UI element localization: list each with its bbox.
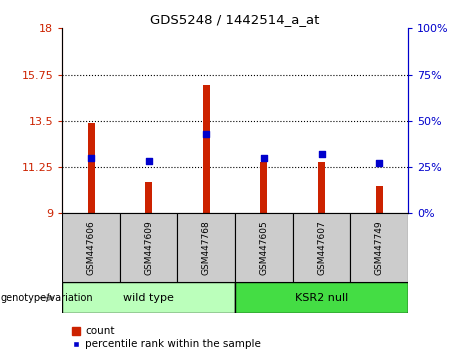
- Point: [375, 160, 383, 166]
- Bar: [260, 162, 267, 213]
- Point: [145, 159, 152, 164]
- Text: GSM447768: GSM447768: [202, 220, 211, 275]
- Text: genotype/variation: genotype/variation: [1, 293, 94, 303]
- Bar: [203, 85, 210, 213]
- Bar: [318, 162, 325, 213]
- Text: GSM447606: GSM447606: [87, 220, 95, 275]
- Text: GSM447749: GSM447749: [375, 220, 384, 275]
- Point: [260, 155, 267, 160]
- Point: [318, 151, 325, 157]
- Text: KSR2 null: KSR2 null: [295, 293, 348, 303]
- Text: GSM447605: GSM447605: [260, 220, 268, 275]
- Text: GSM447607: GSM447607: [317, 220, 326, 275]
- Bar: [145, 182, 152, 213]
- Bar: [88, 123, 95, 213]
- Bar: [235, 213, 293, 282]
- Bar: [62, 213, 120, 282]
- Bar: [120, 213, 177, 282]
- Bar: [62, 282, 235, 313]
- Text: wild type: wild type: [123, 293, 174, 303]
- Text: GSM447609: GSM447609: [144, 220, 153, 275]
- Bar: [293, 213, 350, 282]
- Title: GDS5248 / 1442514_a_at: GDS5248 / 1442514_a_at: [150, 13, 320, 26]
- Bar: [235, 282, 408, 313]
- Bar: [177, 213, 235, 282]
- Bar: [376, 187, 383, 213]
- Point: [88, 155, 95, 160]
- Legend: count, percentile rank within the sample: count, percentile rank within the sample: [67, 322, 265, 354]
- Point: [202, 131, 210, 137]
- Bar: [350, 213, 408, 282]
